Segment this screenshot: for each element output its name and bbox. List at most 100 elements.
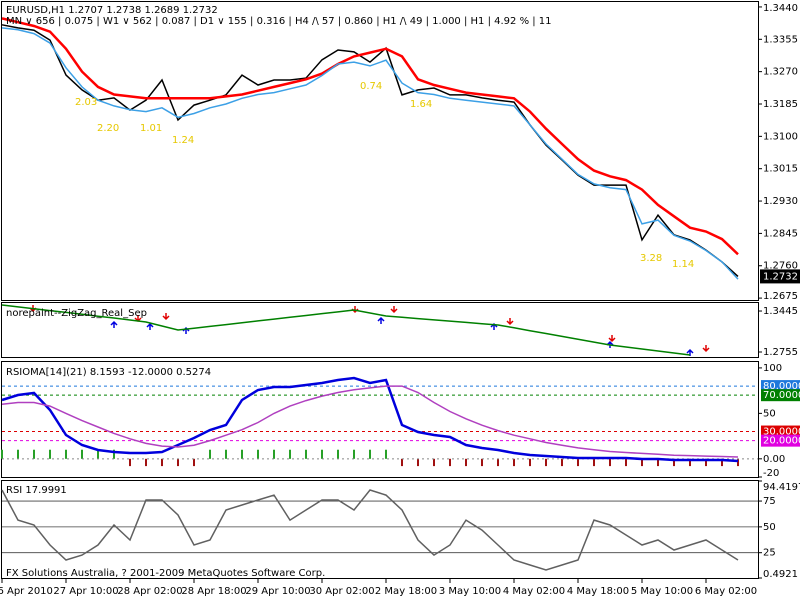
series-line (1, 385, 739, 458)
histogram-bar (49, 449, 51, 459)
arrow (146, 322, 154, 330)
panel-subtitle: MN ∨ 656 | 0.075 | W1 ∨ 562 | 0.087 | D1… (6, 16, 552, 27)
histogram-bar (369, 449, 371, 459)
histogram-bar (193, 458, 195, 467)
y-tick-label: 1.3185 (763, 99, 798, 110)
level-box (761, 380, 800, 393)
x-tick-label: 28 Apr 18:00 (181, 586, 246, 597)
histogram-bar (257, 449, 259, 459)
histogram-bar (465, 458, 467, 467)
level-box (761, 425, 800, 438)
y-tick-label: 50 (763, 408, 776, 419)
level-label: 70.0000 (763, 390, 800, 401)
footer: FX Solutions Australia, ? 2001-2009 Meta… (6, 568, 325, 579)
histogram-bar (241, 449, 243, 459)
histogram-bar (721, 458, 723, 467)
rsioma-panel (1, 361, 759, 478)
histogram-bar (577, 458, 579, 467)
y-tick-label: 1.2845 (763, 228, 798, 239)
histogram-bar (417, 458, 419, 467)
histogram-bar (225, 449, 227, 459)
annotation: 0.74 (360, 81, 382, 92)
panel-title: EURUSD,H1 1.2707 1.2738 1.2689 1.2732 (6, 5, 218, 16)
x-tick-label: 30 Apr 02:00 (309, 586, 374, 597)
histogram-bar (129, 458, 131, 467)
rsi-panel (1, 480, 759, 579)
histogram-bar (353, 449, 355, 459)
level-box (761, 434, 800, 447)
histogram-bar (321, 449, 323, 459)
histogram-bar (161, 458, 163, 467)
histogram-bar (705, 458, 707, 467)
x-tick-label: 26 Apr 2010 (0, 586, 53, 597)
y-tick-label: 1.3440 (763, 3, 798, 14)
histogram-bar (625, 458, 627, 467)
histogram-bar (273, 449, 275, 459)
x-tick-label: 28 Apr 02:00 (117, 586, 182, 597)
zigzag-panel (1, 302, 759, 358)
histogram-bar (673, 458, 675, 467)
y-tick-label: 0.4921 (763, 569, 798, 580)
histogram-bar (81, 449, 83, 459)
annotation: 3.28 (640, 253, 662, 264)
histogram-bar (657, 458, 659, 467)
y-tick-label: 1.2755 (763, 347, 798, 358)
series-line (1, 24, 739, 277)
y-tick-label: 1.2930 (763, 196, 798, 207)
arrow (377, 316, 385, 324)
annotation: 1.14 (672, 259, 694, 270)
histogram-bar (545, 458, 547, 467)
y-tick-label: 1.3355 (763, 34, 798, 45)
y-tick-label: -20 (763, 468, 779, 479)
x-tick-label: 27 Apr 10:00 (53, 586, 118, 597)
histogram-bar (561, 458, 563, 467)
histogram-bar (449, 458, 451, 467)
y-tick-label: 25 (763, 548, 776, 559)
histogram-bar (433, 458, 435, 467)
level-box (761, 389, 800, 402)
x-tick-label: 5 May 10:00 (631, 586, 693, 597)
arrow (390, 306, 398, 314)
histogram-bar (289, 449, 291, 459)
level-label: 20.0000 (763, 436, 800, 447)
arrow (162, 313, 170, 321)
current-price-box (760, 269, 800, 284)
x-tick-label: 4 May 18:00 (567, 586, 629, 597)
x-tick-label: 6 May 02:00 (695, 586, 757, 597)
level-label: 80.0000 (763, 381, 800, 392)
histogram-bar (17, 449, 19, 459)
histogram-bar (593, 458, 595, 467)
histogram-bar (305, 449, 307, 459)
x-tick-label: 2 May 18:00 (375, 586, 437, 597)
series-line (1, 489, 739, 571)
series-line (1, 27, 739, 280)
y-tick-label: 1.3100 (763, 131, 798, 142)
histogram-bar (401, 458, 403, 467)
current-price-label: 1.2732 (763, 271, 798, 282)
y-tick-label: 50 (763, 522, 776, 533)
arrow (608, 335, 616, 343)
y-tick-label: 0.00 (763, 454, 785, 465)
series-line (1, 376, 739, 463)
histogram-bar (529, 458, 531, 467)
y-tick-label: 75 (763, 496, 776, 507)
y-tick-label: 100 (763, 363, 782, 374)
histogram-bar (209, 449, 211, 459)
arrow (506, 318, 514, 326)
histogram-bar (145, 458, 147, 467)
histogram-bar (97, 449, 99, 459)
histogram-bar (737, 458, 739, 467)
panel-title: RSIOMA[14](21) 8.1593 -12.0000 0.5274 (6, 367, 211, 378)
annotation: 2.20 (97, 123, 119, 134)
histogram-bar (689, 458, 691, 467)
histogram-bar (481, 458, 483, 467)
annotation: 1.24 (172, 135, 194, 146)
y-tick-label: 1.3445 (763, 306, 798, 317)
level-label: 30.0000 (763, 427, 800, 438)
x-tick-label: 4 May 02:00 (503, 586, 565, 597)
histogram-bar (65, 449, 67, 459)
x-tick-label: 29 Apr 10:00 (245, 586, 310, 597)
annotation: 1.64 (410, 99, 432, 110)
